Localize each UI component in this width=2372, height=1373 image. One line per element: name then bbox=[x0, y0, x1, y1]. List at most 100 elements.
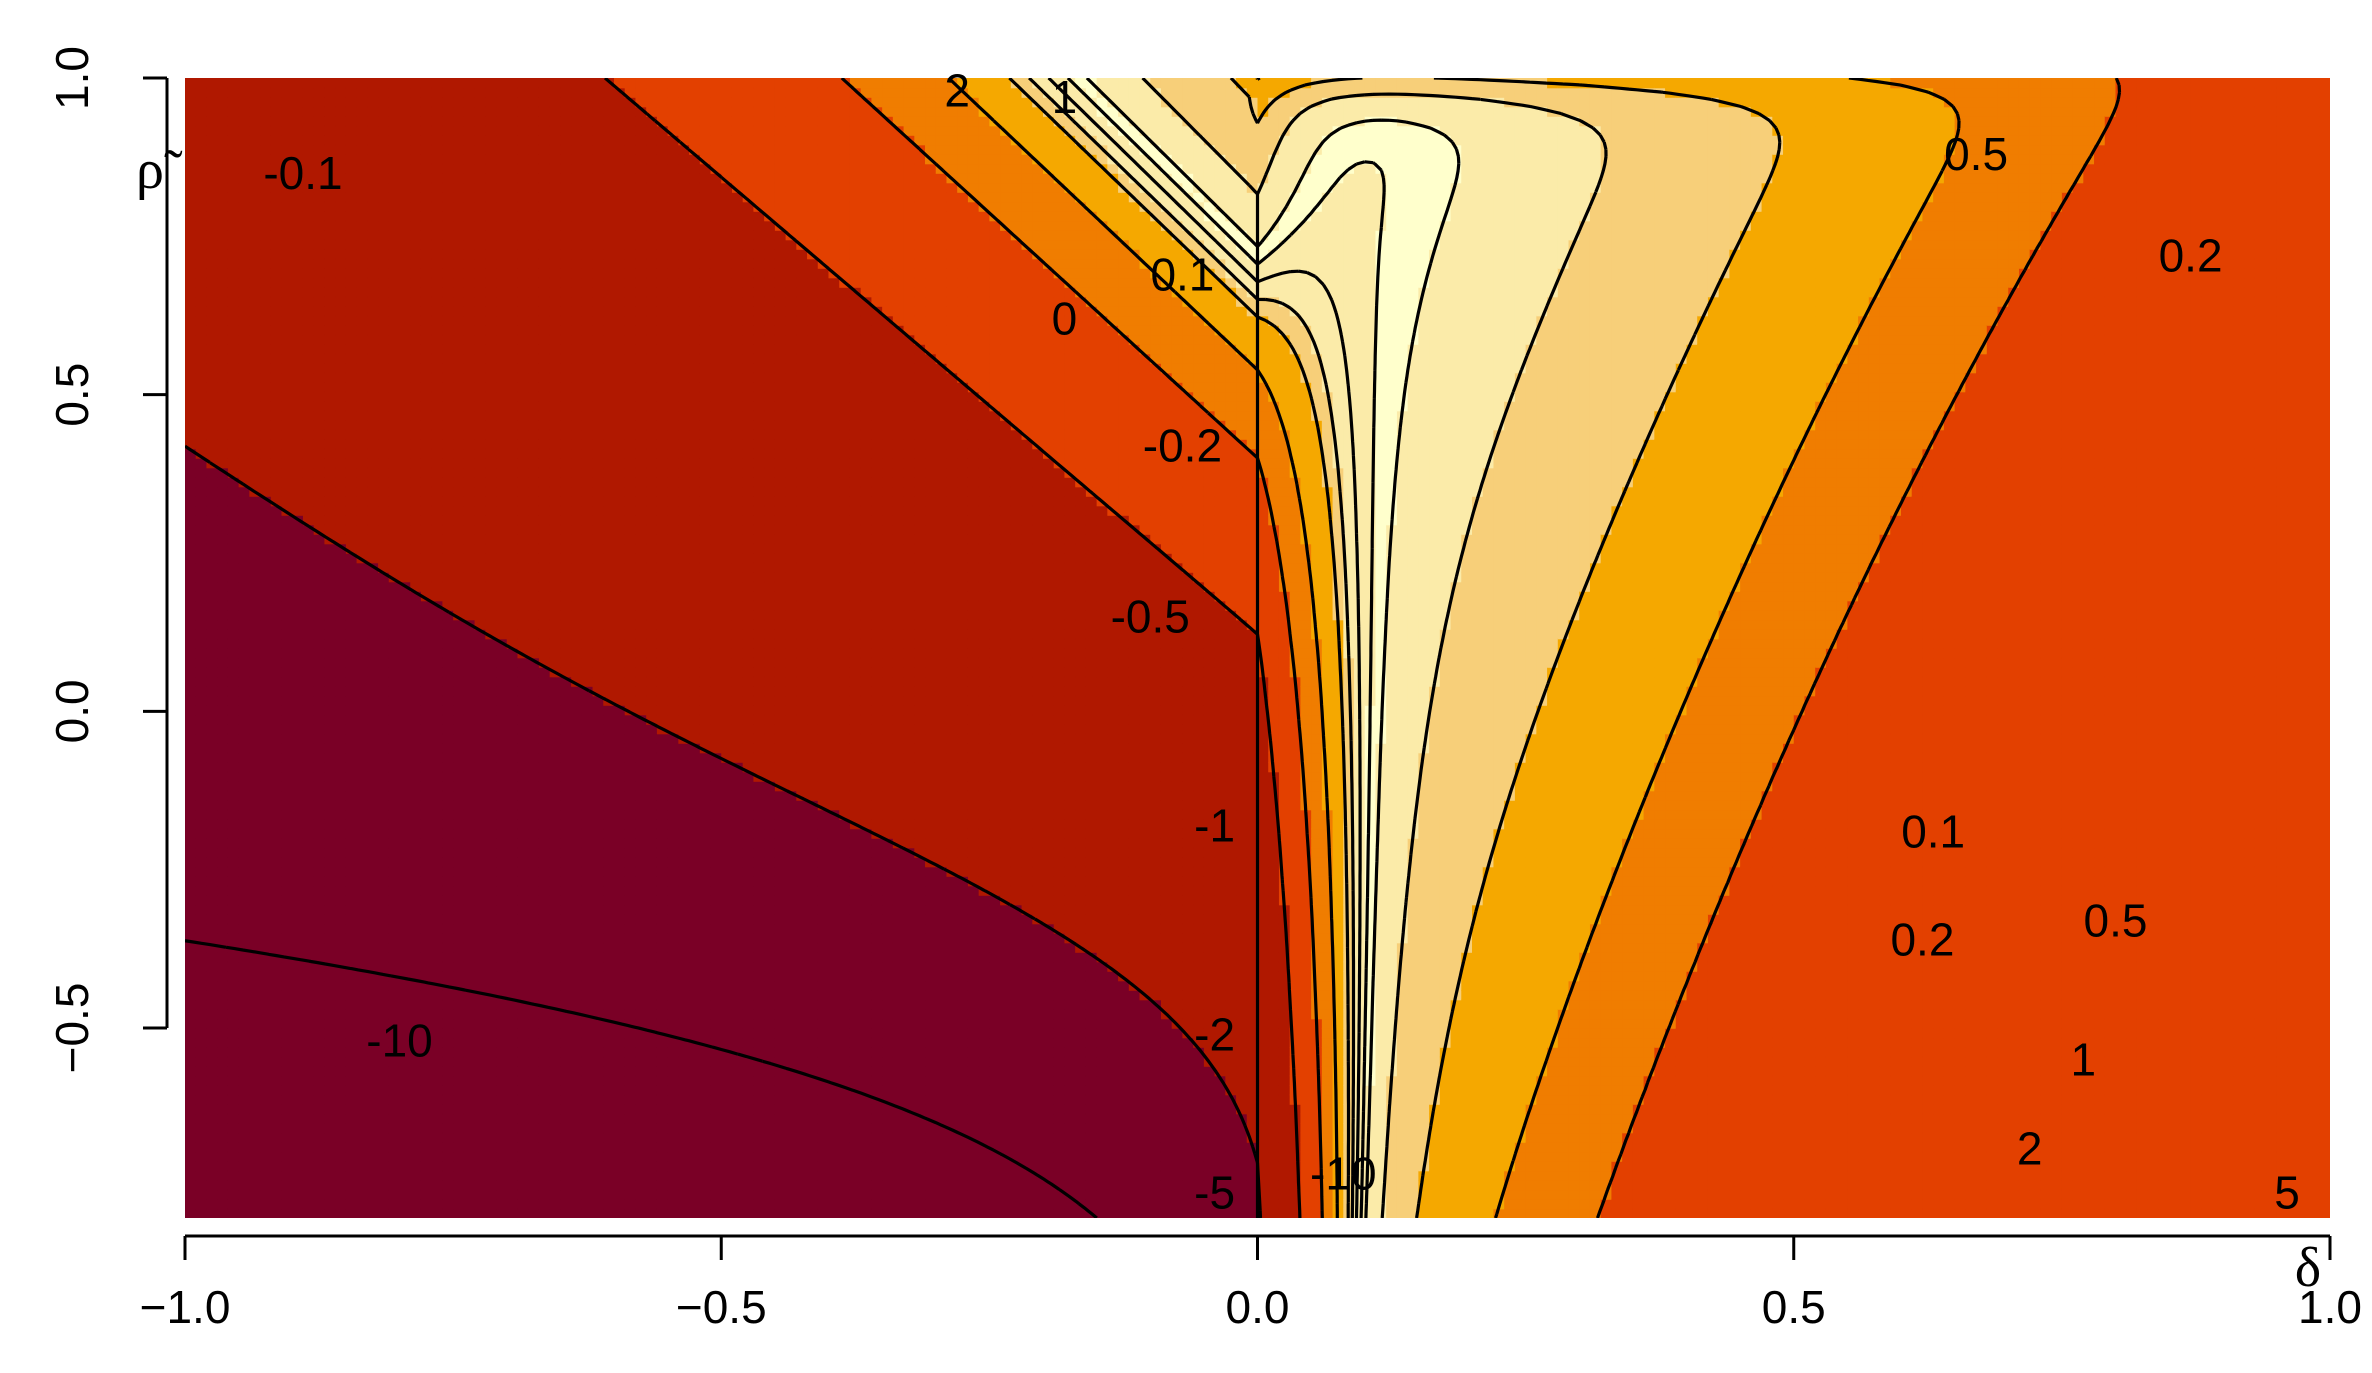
contour-cell bbox=[603, 420, 615, 430]
contour-cell bbox=[260, 686, 272, 696]
contour-cell bbox=[303, 677, 315, 687]
contour-cell bbox=[582, 1142, 594, 1152]
contour-cell bbox=[314, 116, 326, 126]
contour-cell bbox=[217, 772, 229, 782]
contour-cell bbox=[271, 1085, 283, 1095]
contour-cell bbox=[593, 943, 605, 953]
contour-cell bbox=[292, 829, 304, 839]
contour-cell bbox=[593, 506, 605, 516]
contour-cell bbox=[206, 363, 218, 373]
contour-cell bbox=[357, 838, 369, 848]
contour-cell bbox=[239, 439, 251, 449]
contour-cell bbox=[421, 639, 433, 649]
contour-cell bbox=[475, 97, 487, 107]
contour-cell bbox=[485, 762, 497, 772]
contour-cell bbox=[228, 221, 240, 231]
contour-cell bbox=[410, 164, 422, 174]
contour-cell bbox=[400, 629, 412, 639]
contour-cell bbox=[582, 249, 594, 259]
contour-cell bbox=[378, 297, 390, 307]
contour-cell bbox=[571, 221, 583, 231]
contour-cell bbox=[357, 705, 369, 715]
contour-cell bbox=[400, 591, 412, 601]
contour-cell bbox=[453, 468, 465, 478]
contour-cell bbox=[453, 658, 465, 668]
contour-cell bbox=[367, 639, 379, 649]
contour-cell bbox=[335, 734, 347, 744]
contour-cell bbox=[378, 496, 390, 506]
contour-cell bbox=[400, 316, 412, 326]
contour-cell bbox=[228, 1104, 240, 1114]
contour-cell bbox=[582, 914, 594, 924]
contour-cell bbox=[453, 382, 465, 392]
contour-cell bbox=[367, 259, 379, 269]
contour-cell bbox=[324, 1190, 336, 1200]
contour-cell bbox=[442, 1066, 454, 1076]
contour-cell bbox=[378, 306, 390, 316]
contour-cell bbox=[346, 439, 358, 449]
contour-cell bbox=[367, 249, 379, 259]
contour-cell bbox=[593, 715, 605, 725]
contour-cell bbox=[432, 525, 444, 535]
contour-cell bbox=[217, 905, 229, 915]
contour-cell bbox=[196, 563, 208, 573]
contour-cell bbox=[292, 582, 304, 592]
contour-cell bbox=[282, 487, 294, 497]
contour-cell bbox=[378, 145, 390, 155]
contour-cell bbox=[249, 392, 261, 402]
contour-cell bbox=[442, 715, 454, 725]
contour-cell bbox=[453, 259, 465, 269]
contour-cell bbox=[185, 639, 197, 649]
contour-cell bbox=[378, 1085, 390, 1095]
contour-cell bbox=[453, 1161, 465, 1171]
contour-cell bbox=[249, 962, 261, 972]
contour-cell bbox=[357, 1133, 369, 1143]
contour-cell bbox=[367, 88, 379, 98]
contour-cell bbox=[400, 544, 412, 554]
contour-cell bbox=[185, 772, 197, 782]
contour-cell bbox=[249, 648, 261, 658]
contour-cell bbox=[228, 420, 240, 430]
contour-cell bbox=[442, 420, 454, 430]
contour-cell bbox=[314, 848, 326, 858]
contour-cell bbox=[603, 848, 615, 858]
contour-cell bbox=[550, 867, 562, 877]
contour-cell bbox=[485, 420, 497, 430]
contour-cell bbox=[550, 924, 562, 934]
contour-cell bbox=[442, 506, 454, 516]
contour-cell bbox=[496, 135, 508, 145]
contour-cell bbox=[593, 572, 605, 582]
contour-cell bbox=[185, 829, 197, 839]
contour-cell bbox=[593, 1095, 605, 1105]
contour-cell bbox=[217, 924, 229, 934]
contour-cell bbox=[528, 620, 540, 630]
contour-cell bbox=[571, 211, 583, 221]
contour-cell bbox=[614, 819, 626, 829]
contour-cell bbox=[249, 1009, 261, 1019]
contour-cell bbox=[560, 202, 572, 212]
contour-cell bbox=[571, 1123, 583, 1133]
contour-cell bbox=[410, 411, 422, 421]
contour-cell bbox=[400, 145, 412, 155]
contour-cell bbox=[185, 1123, 197, 1133]
contour-cell bbox=[292, 762, 304, 772]
contour-cell bbox=[324, 458, 336, 468]
contour-cell bbox=[271, 791, 283, 801]
contour-cell bbox=[228, 715, 240, 725]
contour-cell bbox=[292, 306, 304, 316]
contour-cell bbox=[550, 886, 562, 896]
contour-cell bbox=[346, 810, 358, 820]
contour-cell bbox=[357, 316, 369, 326]
contour-cell bbox=[517, 525, 529, 535]
contour-cell bbox=[239, 97, 251, 107]
contour-cell bbox=[249, 1095, 261, 1105]
contour-cell bbox=[528, 857, 540, 867]
contour-cell bbox=[335, 715, 347, 725]
contour-cell bbox=[185, 1104, 197, 1114]
contour-cell bbox=[335, 278, 347, 288]
contour-cell bbox=[507, 1190, 519, 1200]
contour-cell bbox=[367, 791, 379, 801]
contour-cell bbox=[303, 534, 315, 544]
contour-cell bbox=[196, 249, 208, 259]
contour-cell bbox=[507, 563, 519, 573]
